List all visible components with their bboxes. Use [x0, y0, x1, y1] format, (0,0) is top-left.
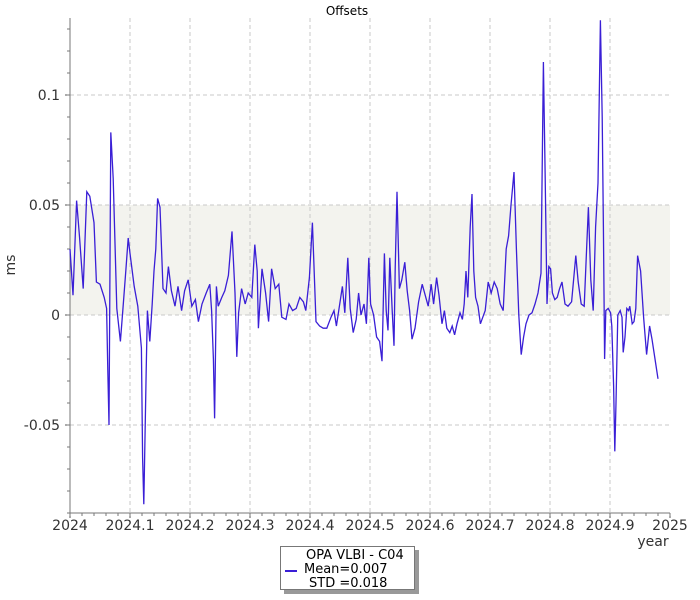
x-tick-label: 2024.3: [226, 518, 275, 534]
legend-std: STD =0.018: [309, 576, 388, 591]
legend-line-swatch: [285, 570, 297, 572]
y-tick-label: 0: [51, 308, 60, 324]
x-axis-label: year: [637, 534, 668, 550]
y-tick-label: 0.05: [29, 198, 60, 214]
x-tick-label: 2024: [52, 518, 88, 534]
x-tick-label: 2024.6: [406, 518, 455, 534]
chart-title: Offsets: [326, 4, 368, 18]
grid: [70, 18, 670, 513]
x-tick-label: 2024.4: [286, 518, 335, 534]
y-tick-label: -0.05: [24, 418, 60, 434]
y-axis-ticks: -0.05 0 0.05 0.1: [24, 28, 70, 514]
series-line-opa-vlbi-c04: [69, 20, 659, 505]
y-axis-label: ms: [3, 255, 19, 276]
y-tick-label: 0.1: [38, 88, 60, 104]
legend: OPA VLBI - C04 Mean=0.007 STD =0.018: [280, 546, 415, 591]
x-tick-label: 2024.2: [166, 518, 215, 534]
x-tick-label: 2025: [652, 518, 688, 534]
x-tick-label: 2024.1: [106, 518, 155, 534]
legend-series-name: OPA VLBI - C04: [306, 548, 404, 563]
x-axis-ticks: 2024 2024.1 2024.2 2024.3 2024.4 2024.5 2024.6…: [52, 513, 688, 534]
x-tick-label: 2024.7: [466, 518, 515, 534]
x-tick-label: 2024.5: [346, 518, 395, 534]
x-tick-label: 2024.8: [526, 518, 575, 534]
legend-mean: Mean=0.007: [304, 562, 388, 577]
x-tick-label: 2024.9: [586, 518, 635, 534]
